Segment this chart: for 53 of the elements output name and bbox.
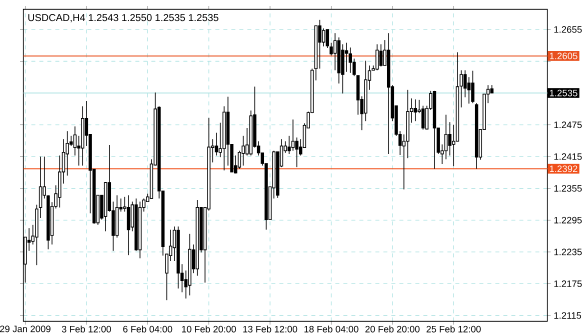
candlestick — [490, 84, 494, 94]
chart-title: USDCAD,H4 1.2543 1.2550 1.2535 1.2535 — [28, 14, 218, 22]
x-tick-label: 6 Feb 04:00 — [123, 326, 172, 332]
candlestick — [421, 105, 425, 130]
ref-line-label: 1.2535 — [550, 90, 578, 96]
x-tick-label: 25 Feb 12:00 — [426, 326, 481, 332]
x-tick-label: 13 Feb 12:00 — [243, 326, 298, 332]
candlestick — [314, 25, 318, 81]
y-tick-label: 1.2415 — [554, 153, 582, 160]
x-tick-label: 18 Feb 04:00 — [304, 326, 358, 332]
y-tick-label: 1.2115 — [554, 312, 582, 319]
candlestick — [291, 119, 295, 152]
y-tick-label: 1.2295 — [554, 216, 582, 224]
candlestick — [80, 106, 84, 166]
y-tick-label: 1.2655 — [554, 26, 582, 33]
ref-line-label: 1.2605 — [550, 52, 578, 60]
candlestick — [471, 70, 474, 104]
candlestick — [126, 194, 130, 256]
candlestick — [474, 102, 478, 170]
candlestick — [188, 234, 192, 296]
candlestick — [414, 98, 418, 122]
candlestick — [115, 194, 119, 238]
candlestick — [322, 28, 326, 47]
x-tick-label: 20 Feb 20:00 — [365, 326, 420, 332]
y-tick-label: 1.2175 — [554, 280, 582, 288]
candlestick — [356, 75, 360, 116]
y-tick-label: 1.2355 — [554, 185, 582, 192]
candlestick — [138, 201, 142, 259]
candlestick — [176, 226, 180, 289]
ref-line-label: 1.2392 — [550, 165, 578, 172]
x-tick-label: 10 Feb 20:00 — [182, 326, 236, 332]
candlestick — [333, 32, 337, 71]
candlestick — [214, 132, 218, 156]
candlestick — [196, 200, 199, 276]
candlestick — [456, 52, 460, 142]
candlestick — [104, 182, 108, 232]
candlestick — [463, 70, 467, 98]
y-tick-label: 1.2235 — [554, 248, 582, 256]
x-tick-label: 29 Jan 2009 — [0, 326, 50, 332]
candlestick — [467, 76, 471, 104]
candlestick — [386, 32, 390, 154]
candlestick — [249, 110, 253, 156]
candlestick — [242, 136, 245, 166]
candlestick — [318, 20, 322, 70]
y-tick-label: 1.2475 — [554, 122, 582, 128]
candlestick — [73, 126, 77, 156]
candlestick — [432, 91, 436, 170]
candlestick — [379, 44, 383, 67]
candlestick — [364, 60, 368, 122]
candlestick — [376, 44, 379, 71]
candlestick — [337, 37, 341, 84]
candlestick — [444, 114, 448, 160]
x-tick-label: 3 Feb 12:00 — [62, 326, 111, 332]
